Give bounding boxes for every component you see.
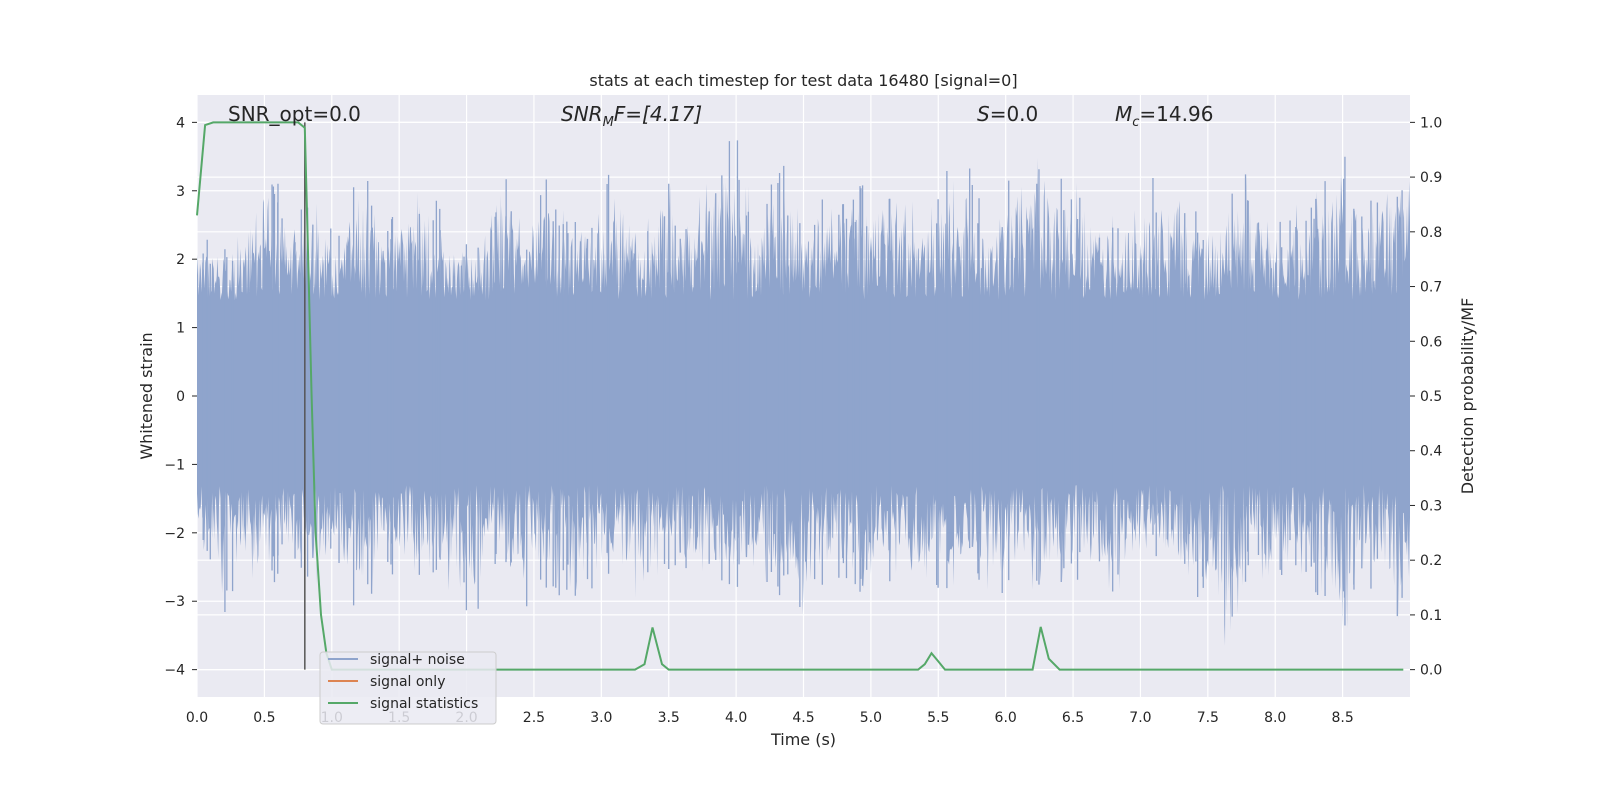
y-tick-label: 2 bbox=[176, 252, 185, 268]
signal-statistics-line bbox=[196, 121, 1404, 671]
y-tick-label: −1 bbox=[164, 457, 185, 473]
legend-box bbox=[319, 651, 497, 725]
x-tick-label: 7.0 bbox=[1129, 710, 1151, 726]
chart-title: stats at each timestep for test data 164… bbox=[589, 71, 1017, 90]
x-tick-label: 6.0 bbox=[995, 710, 1017, 726]
y2-tick-label: 0.0 bbox=[1420, 663, 1442, 679]
x-tick-label: 4.5 bbox=[792, 710, 814, 726]
y2-tick-label: 0.4 bbox=[1420, 444, 1442, 460]
y-tick-label: −3 bbox=[164, 594, 185, 610]
y2-tick-label: 0.5 bbox=[1420, 389, 1442, 405]
y2-tick-labels: 1.0 0.9 0.8 0.7 0.6 0.5 0.4 0.3 0.2 0.1 0.0 bbox=[1410, 115, 1442, 679]
x-tick-label: 5.0 bbox=[860, 710, 882, 726]
x-tick-label: 7.5 bbox=[1197, 710, 1219, 726]
y2-tick-label: 0.9 bbox=[1420, 170, 1442, 186]
x-tick-label: 0.5 bbox=[253, 710, 275, 726]
y2-tick-label: 0.1 bbox=[1420, 608, 1442, 624]
y2-tick-label: 0.7 bbox=[1420, 280, 1442, 296]
x-tick-label: 6.5 bbox=[1062, 710, 1084, 726]
annotation-mc-val: =14.96 bbox=[1139, 102, 1213, 126]
annotation-mc-sub: c bbox=[1132, 115, 1139, 130]
x-tick-label: 0.0 bbox=[186, 710, 208, 726]
signal-statistics-series bbox=[196, 121, 1404, 671]
legend: signal+ noise signal only signal statist… bbox=[319, 651, 497, 725]
x-tick-label: 3.0 bbox=[590, 710, 612, 726]
y-tick-label: 4 bbox=[176, 115, 185, 131]
annotation-s: S=0.0 bbox=[977, 102, 1038, 126]
annotation-s-var: S bbox=[977, 102, 990, 126]
x-axis-label: Time (s) bbox=[770, 730, 836, 749]
annotation-snr-mf-base: SNR bbox=[561, 102, 603, 126]
signal-noise-series bbox=[197, 140, 1410, 646]
y2-tick-label: 0.8 bbox=[1420, 225, 1442, 241]
legend-label-signal-noise: signal+ noise bbox=[370, 652, 465, 668]
legend-label-signal-statistics: signal statistics bbox=[370, 696, 478, 712]
y-tick-label: −4 bbox=[164, 663, 185, 679]
x-tick-label: 4.0 bbox=[725, 710, 747, 726]
annotation-snr-mf-sub: M bbox=[603, 115, 614, 130]
y2-tick-label: 1.0 bbox=[1420, 115, 1442, 131]
y-tick-label: 3 bbox=[176, 184, 185, 200]
annotation-snr-mf-rest: F=[4.17] bbox=[614, 102, 702, 126]
x-tick-label: 8.5 bbox=[1331, 710, 1353, 726]
annotation-mc-base: M bbox=[1115, 102, 1132, 126]
annotation-mc: Mc=14.96 bbox=[1115, 102, 1213, 130]
noise-band bbox=[197, 158, 1410, 646]
annotation-s-val: =0.0 bbox=[990, 102, 1039, 126]
y2-axis-label: Detection probability/MF bbox=[1458, 298, 1477, 495]
annotation-snr-mf: SNRMF=[4.17] bbox=[561, 102, 702, 130]
y-tick-label: −2 bbox=[164, 526, 185, 542]
y2-tick-label: 0.6 bbox=[1420, 334, 1442, 350]
x-tick-label: 2.5 bbox=[523, 710, 545, 726]
y2-tick-label: 0.2 bbox=[1420, 553, 1442, 569]
x-tick-label: 5.5 bbox=[927, 710, 949, 726]
x-tick-label: 8.0 bbox=[1264, 710, 1286, 726]
y-tick-label: 1 bbox=[176, 321, 185, 337]
y2-tick-label: 0.3 bbox=[1420, 498, 1442, 514]
annotation-snr-opt: SNR_opt=0.0 bbox=[228, 102, 361, 126]
y-tick-label: 0 bbox=[176, 389, 185, 405]
y-axis-label: Whitened strain bbox=[137, 332, 156, 459]
x-tick-label: 3.5 bbox=[658, 710, 680, 726]
legend-label-signal-only: signal only bbox=[370, 674, 445, 690]
y-tick-labels: 4 3 2 1 0 −1 −2 −3 −4 bbox=[164, 115, 197, 679]
